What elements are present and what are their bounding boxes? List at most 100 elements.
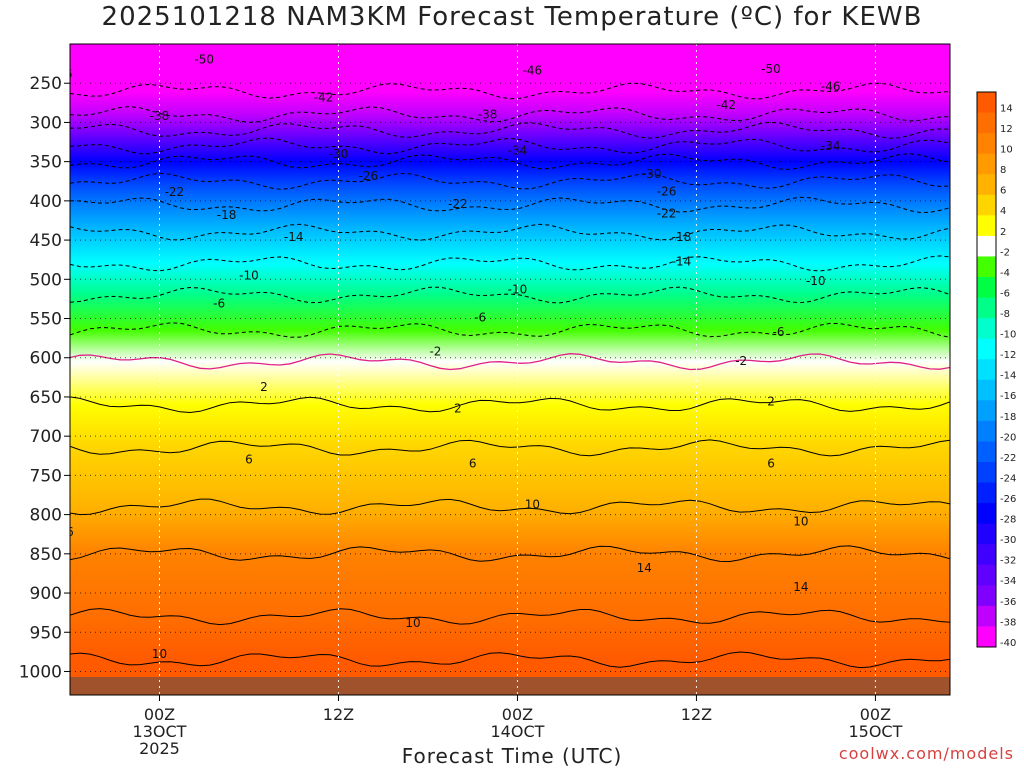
- contour-value-label: -14: [672, 254, 692, 268]
- time-tick-label: 00Z: [144, 705, 175, 724]
- plot-region: -50-50-46 -46-46-42-42-38 -38-34 -34-30-30-…: [53, 44, 950, 695]
- pressure-tick-label: 600: [30, 349, 62, 369]
- time-tick-label: 00Z: [860, 705, 891, 724]
- colorbar-label: -40: [1000, 638, 1016, 649]
- contour-value-label: -46: [523, 64, 543, 78]
- colorbar-swatch: [977, 462, 996, 484]
- pressure-tick-label: 650: [30, 388, 62, 408]
- contour-value-label: 6: [245, 453, 253, 467]
- colorbar-label: -16: [1000, 391, 1016, 402]
- colorbar-label: 14: [1000, 103, 1013, 114]
- pressure-tick-label: 450: [30, 231, 62, 251]
- pressure-tick-label: 350: [30, 153, 62, 173]
- pressure-tick-label: 900: [30, 584, 62, 604]
- colorbar-label: -22: [1000, 453, 1016, 464]
- colorbar-label: -2: [1000, 247, 1010, 258]
- contour-value-label: -18: [672, 230, 692, 244]
- pressure-tick-label: 750: [30, 466, 62, 486]
- colorbar-label: -18: [1000, 412, 1016, 423]
- contour-line: [70, 396, 950, 414]
- contour-value-label: -10: [239, 268, 259, 282]
- contour-line: [70, 121, 950, 139]
- contour-line: [70, 498, 950, 516]
- colorbar-swatch: [977, 379, 996, 401]
- colorbar-swatch: [977, 544, 996, 566]
- colorbar-frame: [976, 91, 997, 648]
- pressure-tick-label: 300: [30, 113, 62, 133]
- colorbar-label: -24: [1000, 473, 1016, 484]
- colorbar-label: -12: [1000, 350, 1016, 361]
- time-tick-label: 00Z: [502, 705, 533, 724]
- contour-value-label: -50: [761, 62, 781, 76]
- contour-value-label: -2: [735, 354, 747, 368]
- colorbar-swatch: [977, 235, 996, 257]
- colorbar-swatch: [977, 359, 996, 381]
- pressure-tick-label: 500: [30, 270, 62, 290]
- colorbar-swatch: [977, 174, 996, 196]
- pressure-tick-label: 700: [30, 427, 62, 447]
- contour-value-label: -22: [165, 185, 185, 199]
- colorbar-label: -6: [1000, 288, 1010, 299]
- colorbar-label: -32: [1000, 556, 1016, 567]
- contour-line: [70, 286, 950, 304]
- contour-line: [70, 153, 950, 170]
- colorbar-label: -38: [1000, 617, 1016, 628]
- contour-line: [70, 322, 950, 338]
- contour-value-label: 10: [152, 647, 167, 661]
- contour-value-label: 2: [260, 380, 268, 394]
- contour-value-label: 10: [405, 616, 420, 630]
- temperature-field: [70, 44, 950, 695]
- contour-value-label: -38: [478, 108, 498, 122]
- colorbar-label: -4: [1000, 268, 1010, 279]
- colorbar-swatch: [977, 194, 996, 216]
- contour-line: [70, 608, 950, 626]
- colorbar-label: 10: [1000, 145, 1013, 156]
- contour-value-label: 14: [793, 580, 808, 594]
- colorbar-swatch: [977, 318, 996, 340]
- contour-value-label: -18: [217, 208, 237, 222]
- time-tick-label: 15OCT: [848, 722, 902, 741]
- contour-value-label: -2: [429, 344, 441, 358]
- contour-line: [70, 137, 950, 155]
- colorbar-swatch: [977, 605, 996, 627]
- colorbar-label: -30: [1000, 535, 1016, 546]
- colorbar-label: 8: [1000, 165, 1006, 176]
- colorbar-swatch: [977, 400, 996, 422]
- contour-value-label: 2: [767, 395, 775, 409]
- colorbar-label: 2: [1000, 227, 1006, 238]
- colorbar-label: -34: [1000, 576, 1016, 587]
- contour-line: [70, 223, 950, 241]
- colorbar-swatch: [977, 92, 996, 114]
- colorbar-label: 4: [1000, 206, 1006, 217]
- y-axis: 250 300 350 400 450 500 550 600 650 700 750 800 850 9…: [19, 74, 70, 682]
- pressure-tick-label: 850: [30, 545, 62, 565]
- contour-line: [70, 545, 950, 563]
- contour-line: [70, 172, 950, 190]
- contour-value-label: -30: [642, 167, 662, 181]
- contour-line: [70, 255, 950, 272]
- colorbar-swatch: [977, 133, 996, 155]
- colorbar-swatch: [977, 153, 996, 175]
- colorbar-label: -36: [1000, 597, 1016, 608]
- contour-value-label: 10: [793, 515, 808, 529]
- contour-value-label: -50: [194, 53, 214, 67]
- contour-lines: [70, 82, 950, 669]
- colorbar-swatch: [977, 585, 996, 607]
- colorbar-swatch: [977, 256, 996, 278]
- time-tick-label: 12Z: [323, 705, 354, 724]
- colorbar: 14 12 10 8 6 4 2 -2 -4 -6 -8 -10 -12 -14 -16 -18 -20 -22 -…: [976, 91, 1016, 649]
- contour-value-label: -14: [284, 230, 304, 244]
- colorbar-swatch: [977, 523, 996, 545]
- contour-value-label: -30: [329, 147, 349, 161]
- colorbar-label: -14: [1000, 371, 1016, 382]
- time-tick-label: 2025: [139, 739, 180, 758]
- pressure-tick-label: 1000: [19, 662, 62, 682]
- colorbar-swatch: [977, 626, 996, 648]
- contour-value-label: 6: [469, 457, 477, 471]
- contour-value-label: -46: [53, 67, 73, 81]
- colorbar-label: 12: [1000, 124, 1013, 135]
- contour-value-label: 10: [525, 497, 540, 511]
- x-axis-title: Forecast Time (UTC): [401, 744, 623, 768]
